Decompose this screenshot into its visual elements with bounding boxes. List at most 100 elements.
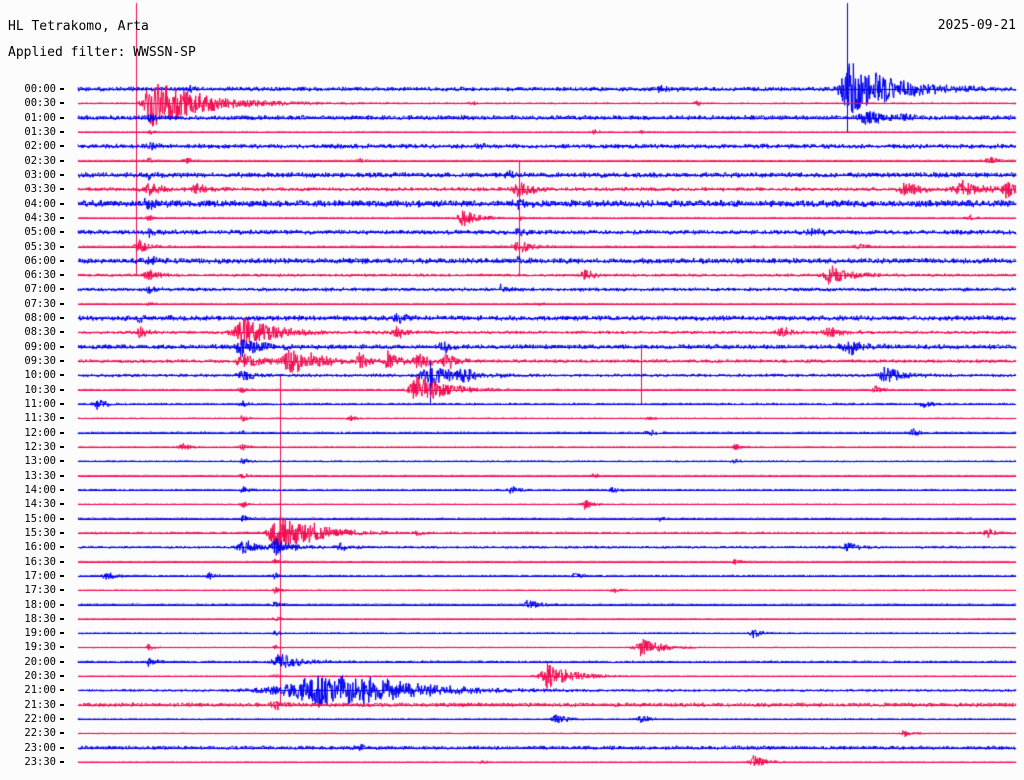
time-axis-label: 07:30 — [24, 297, 56, 310]
time-axis-label: 12:30 — [24, 441, 56, 453]
time-axis-label: 17:30 — [24, 584, 56, 597]
time-axis-label: 12:00 — [24, 426, 56, 439]
time-axis-tick — [60, 417, 64, 420]
time-axis-label: 02:30 — [24, 154, 56, 167]
time-axis-tick — [60, 589, 64, 592]
time-axis-label: 21:30 — [24, 698, 56, 711]
time-axis-label: 16:00 — [24, 541, 56, 554]
time-axis-label: 11:00 — [24, 398, 56, 411]
time-axis-label: 19:00 — [24, 627, 56, 640]
time-axis: 00:00 00:30 01:00 01:30 02:00 02:30 03:00 03:30… — [0, 0, 78, 780]
time-axis-tick — [60, 703, 64, 706]
station-title: HL Tetrakomo, Arta — [8, 19, 149, 34]
time-axis-tick — [60, 646, 64, 649]
time-axis-tick — [60, 574, 64, 577]
time-axis-tick — [60, 632, 64, 635]
time-axis-tick — [60, 130, 64, 133]
time-axis-tick — [60, 546, 64, 549]
time-axis-label: 17:00 — [24, 569, 56, 582]
time-axis-tick — [60, 145, 64, 148]
time-axis-label: 10:30 — [24, 383, 56, 396]
time-axis-tick — [60, 173, 64, 176]
time-axis-tick — [60, 761, 64, 764]
time-axis-tick — [60, 746, 64, 749]
time-axis-label: 19:30 — [24, 641, 56, 654]
time-axis-tick — [60, 718, 64, 721]
time-axis-tick — [60, 288, 64, 291]
time-axis-label: 20:30 — [24, 670, 56, 683]
time-axis-label: 09:00 — [24, 340, 56, 353]
time-axis-label: 13:30 — [24, 469, 56, 482]
time-axis-label: 16:30 — [24, 555, 56, 568]
time-axis-tick — [60, 488, 64, 491]
time-axis-tick — [60, 517, 64, 520]
time-axis-tick — [60, 345, 64, 348]
time-axis-label: 18:00 — [24, 598, 56, 611]
time-axis-label: 23:00 — [24, 741, 56, 754]
time-axis-tick — [60, 560, 64, 563]
time-axis-label: 11:30 — [24, 412, 56, 425]
time-axis-tick — [60, 274, 64, 277]
time-axis-label: 23:30 — [24, 756, 56, 769]
time-axis-label: 03:30 — [24, 183, 56, 196]
time-axis-label: 05:00 — [24, 226, 56, 239]
time-axis-label: 08:30 — [24, 326, 56, 339]
time-axis-tick — [60, 374, 64, 377]
time-axis-tick — [60, 675, 64, 678]
time-axis-tick — [60, 503, 64, 506]
time-axis-tick — [60, 403, 64, 406]
time-axis-tick — [60, 159, 64, 162]
time-axis-tick — [60, 331, 64, 334]
time-axis-label: 08:00 — [24, 312, 56, 325]
time-axis-tick — [60, 317, 64, 320]
time-axis-label: 21:00 — [24, 684, 56, 697]
time-axis-tick — [60, 231, 64, 234]
time-axis-tick — [60, 245, 64, 248]
time-axis-label: 10:00 — [24, 369, 56, 382]
time-axis-tick — [60, 202, 64, 205]
time-axis-tick — [60, 388, 64, 391]
time-axis-tick — [60, 617, 64, 620]
time-axis-label: 09:30 — [24, 355, 56, 368]
time-axis-label: 18:30 — [24, 612, 56, 625]
time-axis-tick — [60, 689, 64, 692]
time-axis-tick — [60, 460, 64, 463]
time-axis-label: 04:00 — [24, 197, 56, 210]
time-axis-label: 13:00 — [24, 455, 56, 468]
time-axis-tick — [60, 88, 64, 90]
time-axis-tick — [60, 732, 64, 735]
time-axis-label: 03:00 — [24, 168, 56, 181]
time-axis-label: 05:30 — [24, 240, 56, 253]
time-axis-tick — [60, 259, 64, 262]
time-axis-tick — [60, 188, 64, 191]
time-axis-label: 00:00 — [24, 83, 56, 95]
time-axis-tick — [60, 446, 64, 448]
time-axis-label: 04:30 — [24, 211, 56, 224]
time-axis-label: 15:30 — [24, 526, 56, 539]
time-axis-label: 22:30 — [24, 727, 56, 740]
time-axis-label: 06:00 — [24, 254, 56, 267]
header-block: HL Tetrakomo, Arta Applied filter: WWSSN… — [8, 18, 196, 61]
time-axis-tick — [60, 302, 64, 305]
time-axis-label: 02:00 — [24, 140, 56, 153]
time-axis-tick — [60, 116, 64, 119]
time-axis-label: 01:30 — [24, 125, 56, 138]
time-axis-tick — [60, 474, 64, 477]
time-axis-label: 20:00 — [24, 655, 56, 668]
applied-filter-label: Applied filter: WWSSN-SP — [8, 45, 196, 60]
time-axis-tick — [60, 660, 64, 663]
time-axis-tick — [60, 431, 64, 434]
time-axis-label: 14:00 — [24, 483, 56, 496]
time-axis-tick — [60, 102, 64, 105]
time-axis-tick — [60, 216, 64, 219]
time-axis-label: 07:00 — [24, 283, 56, 296]
time-axis-label: 14:30 — [24, 498, 56, 511]
time-axis-label: 01:00 — [24, 111, 56, 124]
date-label: 2025-09-21 — [937, 18, 1016, 33]
time-axis-tick — [60, 531, 64, 534]
time-axis-label: 22:00 — [24, 713, 56, 726]
time-axis-tick — [60, 603, 64, 606]
time-axis-label: 06:30 — [24, 269, 56, 282]
